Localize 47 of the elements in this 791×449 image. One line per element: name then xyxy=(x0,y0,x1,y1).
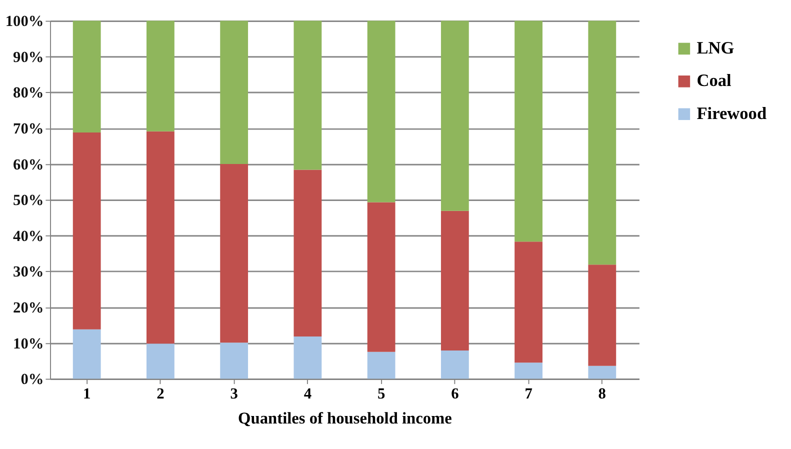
bar xyxy=(220,342,248,379)
y-tick-label: 40% xyxy=(13,228,44,245)
bar xyxy=(588,366,616,379)
legend-label: LNG xyxy=(696,38,734,58)
x-tick-label: 4 xyxy=(304,385,312,402)
bar xyxy=(367,20,396,202)
bar xyxy=(72,20,101,132)
y-tick-label: 20% xyxy=(13,299,44,316)
bar xyxy=(514,242,542,363)
x-tick-label: 8 xyxy=(598,385,606,402)
bar xyxy=(294,336,322,379)
x-tick-label: 1 xyxy=(83,385,91,402)
x-tick-label: 3 xyxy=(230,385,238,402)
bar xyxy=(514,362,542,379)
y-tick-label: 100% xyxy=(5,13,44,30)
bar xyxy=(367,202,396,352)
y-tick-label: 10% xyxy=(13,335,44,352)
legend-label: Firewood xyxy=(696,104,767,123)
y-tick-label: 70% xyxy=(13,120,44,138)
y-tick-label: 80% xyxy=(13,84,44,102)
bar xyxy=(72,132,101,330)
x-tick-label: 2 xyxy=(156,385,165,402)
bar xyxy=(514,20,542,242)
bar xyxy=(440,350,469,379)
bar xyxy=(72,329,101,379)
bar xyxy=(367,352,396,379)
bar xyxy=(440,20,469,211)
legend-label: Coal xyxy=(696,71,732,90)
x-tick-label: 5 xyxy=(377,385,386,402)
x-tick-label: 7 xyxy=(524,385,533,402)
bar xyxy=(146,344,174,379)
x-axis-title: Quantiles of household income xyxy=(238,408,452,428)
bar xyxy=(294,170,322,337)
bar xyxy=(146,20,174,132)
y-tick-label: 60% xyxy=(13,156,44,174)
y-tick-label: 90% xyxy=(13,48,44,66)
y-tick-label: 30% xyxy=(13,264,44,281)
bar xyxy=(220,164,248,343)
y-tick-label: 50% xyxy=(13,192,44,210)
bar xyxy=(220,20,248,164)
y-tick-label: 0% xyxy=(20,371,44,388)
bar xyxy=(146,131,174,344)
bar xyxy=(588,264,616,366)
x-tick-label: 6 xyxy=(451,385,460,402)
bar xyxy=(588,20,616,265)
bar xyxy=(294,20,322,170)
bar xyxy=(440,210,469,350)
